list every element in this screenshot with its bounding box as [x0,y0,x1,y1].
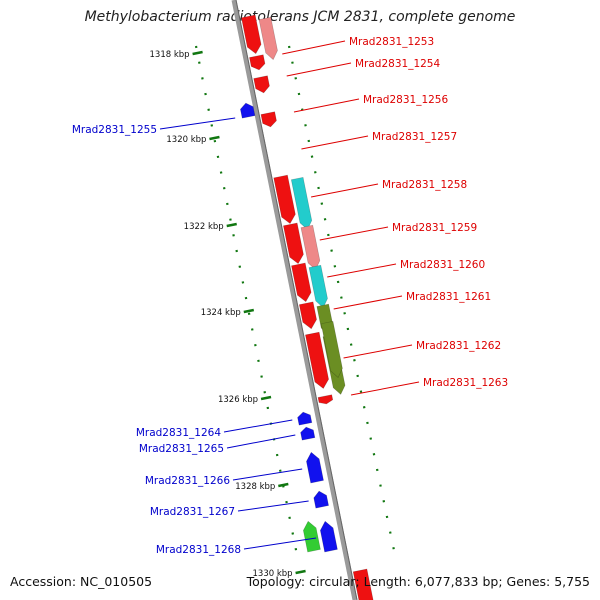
tick-label: 1326 kbp [218,395,258,405]
label-leader-line [301,135,369,150]
forward-gene-label: Mrad2831_1258 [382,179,467,191]
forward-gene-label: Mrad2831_1262 [416,340,501,352]
label-leader-line [286,62,352,77]
cog-category-box [290,176,313,230]
tick-mark [209,135,220,141]
forward-gene [283,222,304,265]
label-leader-line [343,344,413,359]
reverse-gene-label: Mrad2831_1255 [72,124,157,136]
tick-mark [192,50,203,56]
forward-gene-label: Mrad2831_1259 [392,222,477,234]
forward-gene-label: Mrad2831_1254 [355,58,440,70]
reverse-gene [306,451,324,484]
label-leader-line [350,381,420,396]
forward-gene-label: Mrad2831_1256 [363,94,448,106]
reverse-gene [240,102,256,119]
forward-gene [317,394,334,405]
forward-gene-label: Mrad2831_1263 [423,377,508,389]
cog-category-box [308,264,328,309]
label-leader-line [223,419,293,433]
cog-category-box [320,321,343,378]
tick-mark [295,569,306,575]
reverse-gene-label: Mrad2831_1267 [150,506,235,518]
forward-gene [352,568,374,600]
reverse-gene [297,411,313,426]
tick-label: 1318 kbp [150,50,190,60]
ruler-dotted-right [287,45,398,561]
forward-gene-label: Mrad2831_1260 [400,259,485,271]
reverse-gene-label: Mrad2831_1265 [139,443,224,455]
label-leader-line [237,500,309,512]
tick-label: 1320 kbp [166,135,206,145]
label-leader-line [319,226,389,241]
forward-gene [273,174,296,224]
tick-mark [260,395,272,401]
reverse-gene-label: Mrad2831_1268 [156,544,241,556]
forward-gene [305,331,329,389]
label-leader-line [293,98,360,113]
forward-gene [241,14,262,55]
label-leader-line [282,40,346,55]
label-leader-line [333,295,403,310]
forward-gene [298,301,317,330]
genome-backbone [231,0,358,600]
tick-mark [278,482,289,488]
tick-mark [243,308,255,314]
forward-gene-label: Mrad2831_1257 [372,131,457,143]
tick-label: 1322 kbp [184,222,224,232]
forward-gene [253,75,270,94]
reverse-gene-label: Mrad2831_1266 [145,475,230,487]
cog-category-box [258,16,278,61]
forward-gene-label: Mrad2831_1253 [349,36,434,48]
label-leader-line [159,117,236,130]
reverse-gene [300,426,316,441]
reverse-gene [313,490,329,509]
tick-mark [226,222,237,228]
forward-gene [249,54,266,71]
topology-label: Topology: circular; Length: 6,077,833 bp… [246,574,590,589]
accession-label: Accession: NC_010505 [10,574,153,589]
forward-gene [260,111,277,128]
cog-category-box [300,224,321,271]
cog-category-box [303,520,321,553]
map-title: Methylobacterium radiotolerans JCM 2831,… [84,9,516,25]
label-leader-line [327,263,397,278]
label-leader-line [232,468,303,481]
forward-gene-label: Mrad2831_1261 [406,291,491,303]
label-leader-line [311,183,379,198]
label-leader-line [243,537,317,550]
reverse-gene [320,520,338,553]
tick-label: 1324 kbp [201,308,241,318]
forward-gene [291,262,312,303]
tick-label: 1328 kbp [235,482,275,492]
reverse-gene-label: Mrad2831_1264 [136,427,221,439]
tick-label: 1330 kbp [253,569,293,579]
label-leader-line [226,434,296,449]
genome-backbone-shade [235,0,358,600]
